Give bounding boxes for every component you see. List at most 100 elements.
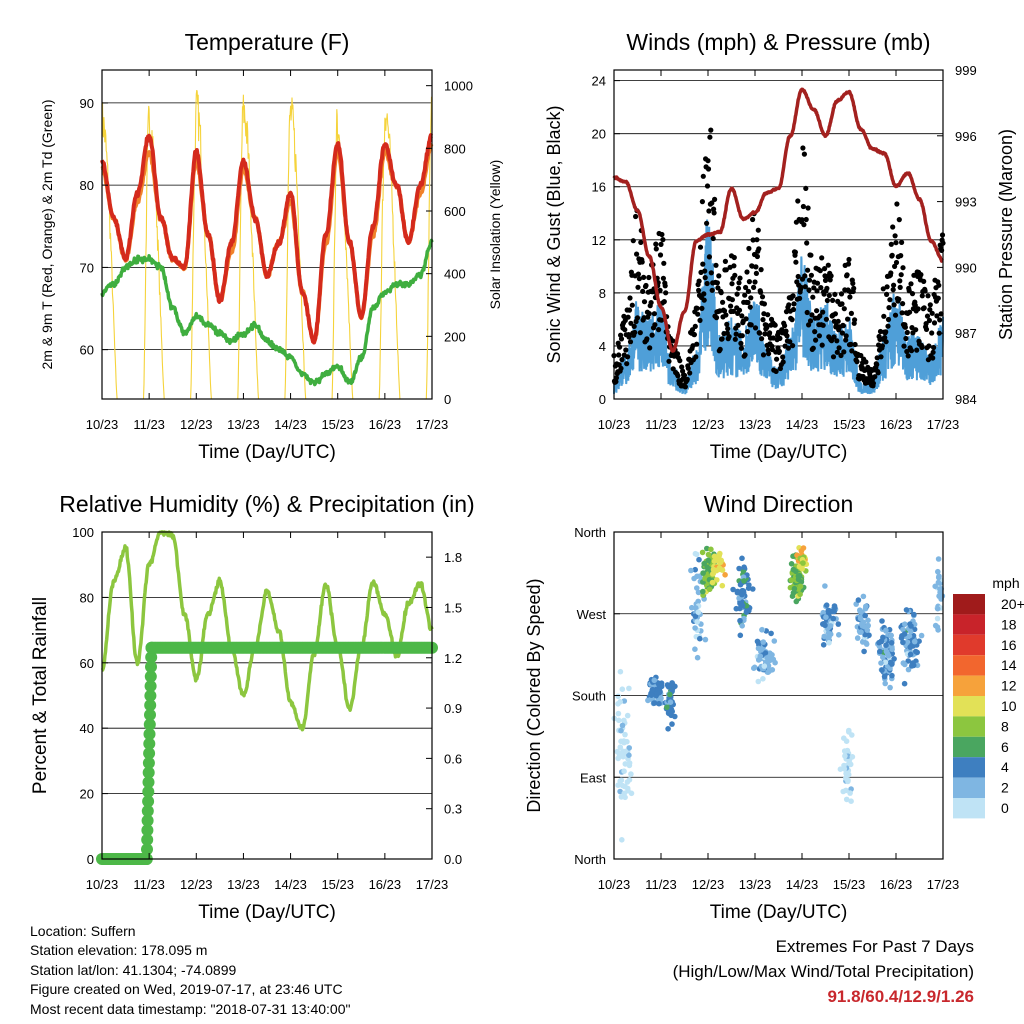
gust-point: [929, 310, 935, 316]
gust-point: [854, 359, 860, 365]
gust-point: [909, 291, 916, 297]
direction-point: [722, 572, 728, 578]
gust-point: [662, 283, 668, 289]
gust-point: [847, 294, 853, 300]
plot-frame: [101, 531, 433, 860]
gust-point: [657, 287, 663, 293]
direction-point: [916, 638, 922, 644]
gust-point: [848, 310, 855, 316]
gust-point: [801, 222, 807, 228]
direction-point: [761, 663, 768, 669]
direction-point: [754, 638, 761, 645]
created-text: Figure created on Wed, 2019-07-17, at 23…: [30, 981, 343, 998]
direction-point: [619, 722, 626, 729]
gust-point: [758, 289, 764, 295]
direction-point: [879, 618, 885, 624]
gust-point: [923, 326, 930, 332]
gust-point: [723, 267, 729, 273]
direction-point: [843, 796, 850, 803]
panel-title: Relative Humidity (%) & Precipitation (i…: [59, 491, 474, 517]
gust-point: [827, 277, 833, 283]
gust-point: [897, 278, 903, 284]
gust-point: [813, 337, 819, 343]
gust-point: [716, 273, 722, 279]
gust-point: [659, 231, 665, 238]
gust-point: [783, 328, 789, 334]
gust-point: [682, 384, 689, 390]
gust-point: [780, 354, 786, 360]
panel-title: Wind Direction: [704, 491, 854, 517]
gust-point: [820, 322, 826, 328]
gust-point: [849, 348, 855, 354]
direction-point: [692, 605, 699, 611]
gust-point: [935, 295, 941, 301]
direction-point: [619, 837, 625, 843]
y-tick-label: 8: [599, 286, 606, 301]
direction-cluster: [730, 555, 756, 639]
x-tick-label: 15/23: [833, 417, 866, 432]
gust-point: [619, 357, 625, 363]
gust-point: [881, 313, 887, 319]
direction-point: [907, 651, 914, 658]
station-info: Location: Suffern Station elevation: 178…: [30, 922, 350, 1019]
gust-point: [729, 297, 736, 303]
x-tick-label: 13/23: [227, 417, 260, 432]
gust-point: [697, 244, 704, 250]
gust-point: [739, 313, 745, 319]
y2-tick-label: 0.3: [444, 802, 462, 817]
gust-point: [797, 295, 803, 301]
direction-point: [797, 591, 803, 598]
relative-humidity-line: [100, 530, 434, 732]
gust-point: [838, 291, 845, 297]
gust-point: [919, 344, 925, 350]
gust-point: [750, 216, 756, 223]
x-tick-label: 13/23: [227, 877, 260, 892]
direction-point: [830, 615, 837, 622]
colorbar-swatch: [953, 736, 985, 758]
y-tick-label: 80: [80, 590, 94, 605]
direction-cluster: [837, 727, 856, 804]
y-tick-label: North: [574, 852, 606, 867]
y2-tick-label: 987: [955, 326, 977, 341]
direction-point: [823, 614, 829, 620]
gust-point: [764, 324, 770, 331]
gust-point: [824, 297, 831, 304]
gust-point: [634, 251, 640, 257]
gust-point: [838, 352, 844, 359]
direction-point: [619, 686, 626, 692]
gust-point: [687, 370, 693, 376]
rainfall-point: [144, 680, 157, 693]
gust-point: [883, 329, 889, 335]
gust-point: [708, 270, 714, 276]
y-tick-label: West: [577, 607, 607, 622]
direction-point: [788, 561, 795, 567]
colorbar-swatch: [953, 696, 985, 717]
direction-point: [865, 617, 871, 624]
direction-point: [788, 577, 795, 583]
direction-point: [741, 578, 747, 584]
direction-point: [739, 623, 745, 629]
gust-point: [817, 268, 823, 274]
direction-point: [935, 568, 941, 575]
direction-point: [799, 565, 805, 571]
y-tick-label: 4: [599, 339, 606, 354]
direction-point: [692, 566, 698, 573]
gust-point: [814, 308, 820, 314]
gust-point: [828, 273, 834, 279]
y-tick-label: 0: [599, 392, 606, 407]
gust-point: [926, 343, 932, 349]
direction-point: [615, 693, 621, 700]
direction-point: [694, 654, 701, 661]
gust-point: [814, 280, 821, 286]
direction-point: [626, 685, 632, 692]
direction-point: [905, 666, 912, 673]
direction-point: [622, 731, 628, 738]
direction-point: [849, 732, 855, 738]
gust-point: [704, 280, 710, 287]
colorbar-swatch: [953, 798, 985, 819]
direction-point: [692, 550, 699, 557]
gust-point: [875, 370, 881, 376]
direction-point: [908, 623, 914, 629]
direction-point: [617, 744, 624, 750]
gust-point: [670, 338, 676, 344]
